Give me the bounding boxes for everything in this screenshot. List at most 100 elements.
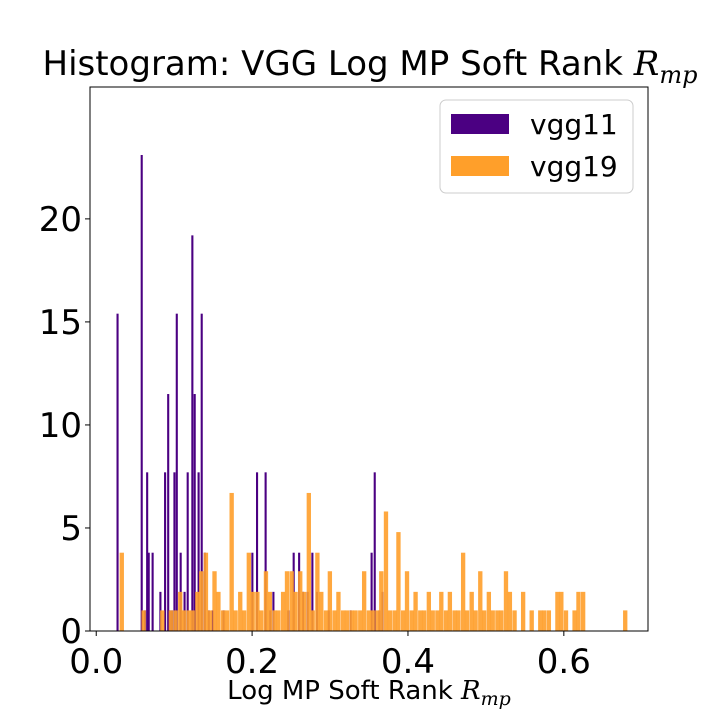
bar-vgg19-87	[542, 610, 547, 631]
bar-vgg19-81	[503, 571, 509, 631]
bar-vgg19-13	[212, 571, 217, 631]
bar-vgg19-24	[259, 610, 264, 631]
bar-vgg19-93	[576, 591, 581, 631]
bar-vgg19-85	[529, 610, 534, 631]
bar-vgg19-9	[195, 591, 200, 631]
bar-vgg19-46	[353, 610, 358, 631]
bar-vgg19-15	[220, 610, 226, 631]
legend-swatch-vgg19	[451, 156, 509, 176]
bar-vgg19-86	[538, 610, 543, 631]
bar-vgg19-56	[396, 532, 401, 631]
bar-vgg19-82	[507, 591, 513, 631]
bar-vgg19-48	[361, 571, 367, 631]
bar-vgg19-4	[173, 610, 178, 631]
bar-vgg19-79	[495, 610, 500, 631]
bar-vgg19-66	[439, 591, 444, 631]
bar-vgg19-30	[284, 571, 290, 631]
bar-vgg19-54	[387, 610, 393, 631]
bar-vgg19-27	[272, 610, 277, 631]
bar-vgg19-45	[349, 610, 354, 631]
bar-vgg19-5	[178, 591, 183, 631]
bar-vgg19-76	[482, 610, 487, 631]
x-tick-label: 0.6	[537, 642, 591, 682]
chart-title-subscript: mp	[659, 61, 697, 89]
bar-vgg19-91	[563, 610, 569, 631]
x-tick-label: 0.0	[69, 642, 123, 682]
legend-swatch-vgg11	[451, 114, 509, 134]
bar-vgg19-11	[203, 552, 209, 631]
bar-vgg19-12	[207, 610, 213, 631]
bar-vgg19-73	[469, 591, 474, 631]
bar-vgg11-25	[256, 472, 259, 631]
bar-vgg19-22	[250, 591, 255, 631]
bar-vgg19-1	[141, 610, 146, 631]
bar-vgg19-16	[224, 610, 230, 631]
x-axis-label: Log MP Soft Rank Rmp	[227, 676, 511, 710]
x-axis-label-text: Log MP Soft Rank	[227, 676, 453, 706]
bar-vgg19-90	[559, 591, 564, 631]
bar-vgg11-15	[186, 472, 189, 631]
bar-vgg19-74	[473, 610, 478, 631]
bar-vgg19-29	[280, 591, 286, 631]
bar-vgg19-31	[289, 571, 294, 631]
bar-vgg19-61	[418, 610, 423, 631]
bar-vgg11-7	[164, 472, 167, 631]
bar-vgg11-17	[193, 394, 196, 631]
bar-vgg19-69	[452, 610, 457, 631]
bar-vgg19-70	[456, 610, 461, 631]
bar-vgg19-40	[327, 571, 333, 631]
bar-vgg11-26	[264, 472, 267, 631]
bar-vgg19-71	[460, 552, 466, 631]
bar-vgg19-95	[623, 610, 628, 631]
bar-vgg11-38	[370, 552, 373, 631]
bar-vgg19-23	[255, 591, 260, 631]
bar-vgg19-63	[426, 591, 431, 631]
bar-vgg19-92	[572, 610, 577, 631]
y-tick-label: 5	[60, 509, 82, 549]
y-tick-label: 15	[39, 303, 82, 343]
bar-vgg11-18	[197, 472, 200, 631]
legend-label-vgg19: vgg19	[530, 150, 618, 183]
bar-vgg19-65	[435, 610, 440, 631]
bar-vgg19-59	[409, 610, 414, 631]
bar-vgg11-11	[173, 472, 176, 631]
bar-vgg19-39	[323, 610, 329, 631]
bar-vgg19-68	[447, 591, 453, 631]
bar-vgg19-47	[358, 610, 363, 631]
plot-frame	[89, 86, 649, 632]
x-tick-label: 0.4	[381, 642, 435, 682]
bar-vgg11-5	[151, 552, 154, 631]
bar-vgg19-83	[512, 610, 517, 631]
series-layer	[116, 155, 628, 632]
bar-vgg19-21	[246, 552, 251, 631]
bar-vgg19-8	[190, 610, 195, 631]
bar-vgg19-84	[520, 591, 526, 631]
bar-vgg19-57	[400, 610, 406, 631]
bar-vgg19-77	[486, 591, 492, 631]
y-tick-label: 10	[39, 406, 82, 446]
legend-label-vgg11: vgg11	[530, 108, 618, 141]
bar-vgg19-75	[478, 571, 483, 631]
x-axis-label-subscript: mp	[481, 688, 511, 710]
bar-vgg19-89	[555, 591, 560, 631]
bar-vgg19-0	[119, 552, 124, 631]
y-axis-ticks: 0 5 10 15 20	[39, 200, 90, 652]
bar-vgg19-38	[319, 591, 324, 631]
y-tick-label: 20	[39, 200, 82, 240]
bar-vgg19-44	[344, 610, 350, 631]
chart-title-text: Histogram: VGG Log MP Soft Rank	[43, 44, 624, 84]
x-axis-label-symbol: R	[460, 676, 481, 706]
y-tick-label: 0	[60, 612, 82, 652]
bar-vgg19-78	[490, 610, 495, 631]
bar-vgg19-53	[383, 511, 389, 631]
bar-vgg19-51	[375, 610, 380, 631]
bar-vgg19-41	[332, 610, 337, 631]
bar-vgg19-94	[580, 591, 586, 631]
bar-vgg19-25	[263, 571, 269, 631]
bar-vgg11-34	[311, 552, 314, 631]
bar-vgg19-58	[404, 571, 410, 631]
x-axis-ticks: 0.0 0.2 0.4 0.6	[69, 631, 591, 682]
bar-vgg19-72	[464, 610, 470, 631]
bar-vgg19-42	[336, 591, 341, 631]
